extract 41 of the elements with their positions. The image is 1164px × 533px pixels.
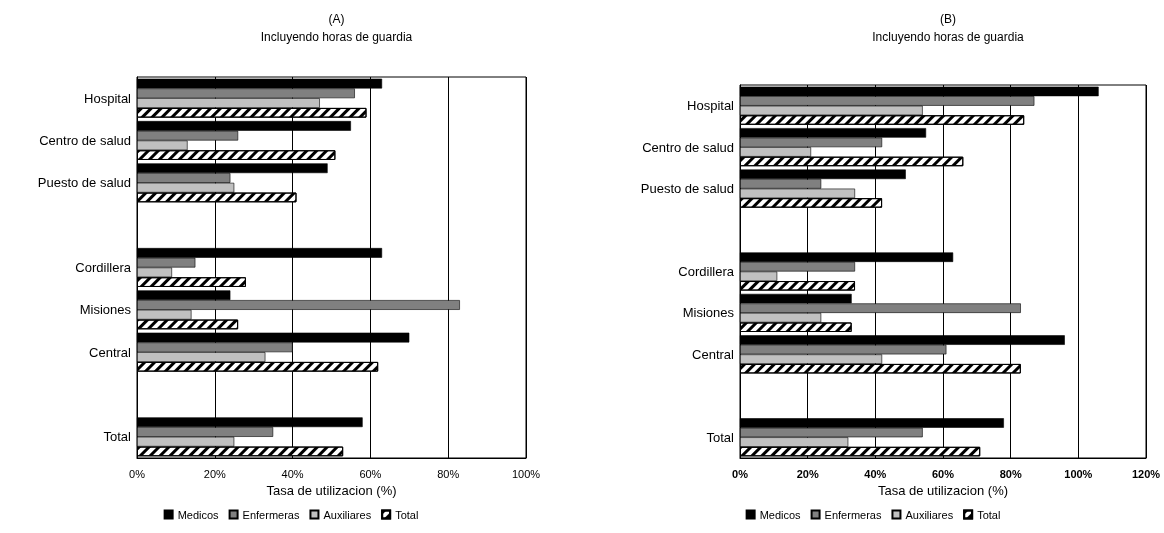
legend-label: Auxiliares <box>905 508 954 521</box>
legend-label: Enfermeras <box>242 508 300 521</box>
y-tick-label: Hospital <box>687 98 735 114</box>
chart-title: (A) <box>328 12 345 26</box>
y-tick-label: Total <box>706 429 735 445</box>
chart-subtitle: Incluyendo horas de guardia <box>872 30 1025 44</box>
legend-label: Medicos <box>177 508 220 521</box>
x-axis-title: Tasa de utilizacion (%) <box>877 483 1009 498</box>
x-tick-label: 40% <box>281 467 304 480</box>
y-tick-label: Centro de salud <box>642 139 734 155</box>
y-tick-label: Misiones <box>79 302 132 318</box>
legend-label: Enfermeras <box>824 508 882 521</box>
x-tick-label: 100% <box>511 467 541 480</box>
x-tick-label: 100% <box>1064 467 1093 480</box>
y-tick-label: Cordillera <box>75 260 132 275</box>
y-tick-label: Cordillera <box>678 264 735 279</box>
chart-title: (B) <box>940 12 956 26</box>
x-tick-label: 60% <box>931 467 955 480</box>
y-tick-label: Puesto de salud <box>37 175 131 191</box>
y-tick-label: Misiones <box>682 305 735 321</box>
x-tick-label: 40% <box>864 467 887 480</box>
chart-subtitle: Incluyendo horas de guardia <box>260 30 413 44</box>
y-tick-label: Total <box>103 429 132 445</box>
x-tick-label: 20% <box>796 467 819 480</box>
x-tick-label: 0% <box>732 467 749 480</box>
x-tick-label: 20% <box>203 467 227 480</box>
y-tick-label: Centro de salud <box>39 133 131 148</box>
x-tick-label: 120% <box>1131 467 1161 480</box>
x-tick-label: 60% <box>359 467 382 480</box>
y-tick-label: Central <box>89 344 132 360</box>
x-axis-title: Tasa de utilizacion (%) <box>266 483 397 498</box>
legend-label: Auxiliares <box>323 508 372 521</box>
x-tick-label: 0% <box>129 467 146 480</box>
y-tick-label: Puesto de salud <box>640 181 734 197</box>
x-tick-label: 80% <box>999 467 1022 480</box>
legend-label: Medicos <box>759 508 802 521</box>
x-tick-label: 80% <box>437 467 460 480</box>
y-tick-label: Hospital <box>84 90 132 106</box>
legend-label: Total <box>395 508 419 521</box>
y-tick-label: Central <box>692 346 735 362</box>
legend-label: Total <box>977 508 1001 521</box>
